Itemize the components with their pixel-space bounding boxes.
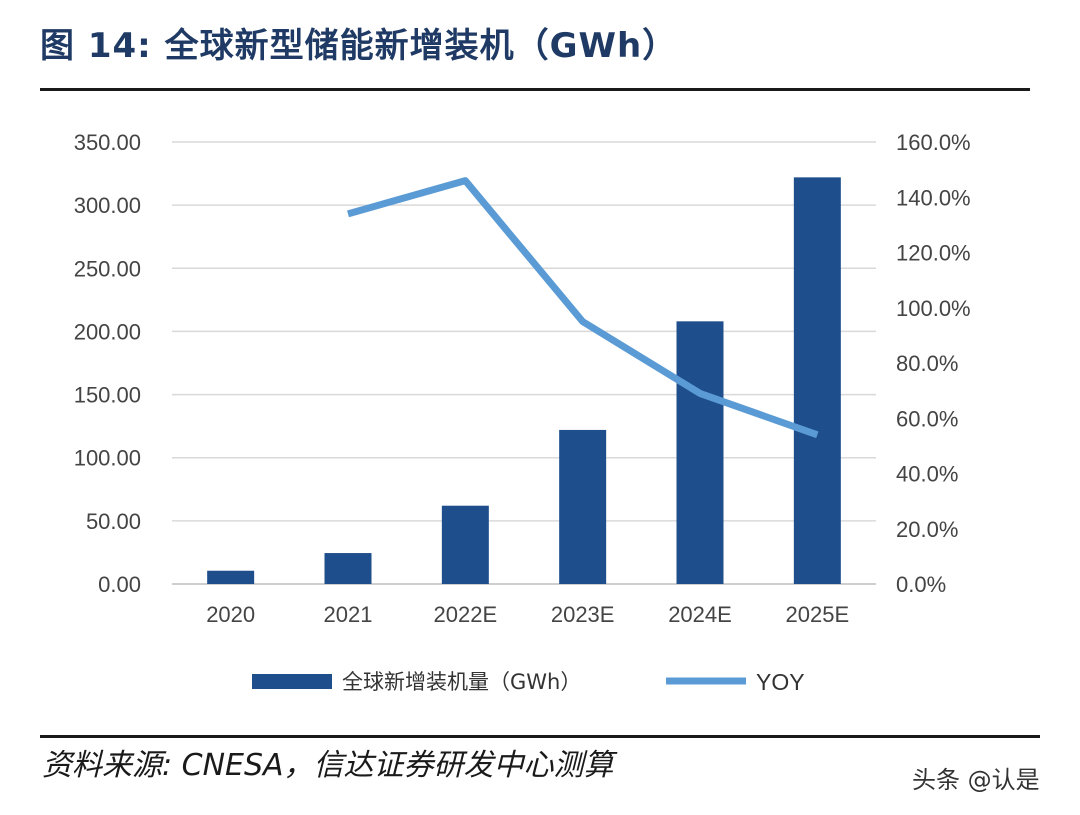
bar-2024E xyxy=(676,321,724,584)
left-axis-ticks: 0.00 50.00 100.00 150.00 200.00 250.00 300.00 3… xyxy=(74,130,141,597)
right-tick-label: 80.0% xyxy=(896,351,958,376)
watermark: 头条 @认是 xyxy=(912,766,1040,794)
category-label: 2022E xyxy=(434,602,498,627)
left-tick-label: 0.00 xyxy=(98,572,141,597)
left-tick-label: 250.00 xyxy=(74,256,141,281)
right-tick-label: 160.0% xyxy=(896,130,971,155)
bar-2025E xyxy=(793,177,841,585)
bar-2021 xyxy=(324,553,372,584)
chart-title: 图 14: 全球新型储能新增装机（GWh） xyxy=(40,26,678,66)
chart: 0.00 50.00 100.00 150.00 200.00 250.00 300.00 3… xyxy=(74,130,971,695)
right-axis-ticks: 0.0% 20.0% 40.0% 60.0% 80.0% 100.0% 120.0% 140.… xyxy=(896,130,971,597)
legend-line-label: YOY xyxy=(756,669,805,695)
left-tick-label: 300.00 xyxy=(74,193,141,218)
right-tick-label: 120.0% xyxy=(896,241,971,266)
source-note: 资料来源: CNESA，信达证券研发中心测算 xyxy=(42,748,614,783)
bar-series xyxy=(207,177,841,585)
category-label: 2024E xyxy=(668,602,732,627)
legend: 全球新增装机量（GWh） YOY xyxy=(252,669,805,695)
left-tick-label: 100.00 xyxy=(74,446,141,471)
yoy-series xyxy=(347,177,819,439)
left-tick-label: 50.00 xyxy=(86,509,141,534)
bottom-rule xyxy=(40,735,1040,738)
category-label: 2020 xyxy=(206,602,255,627)
grid-lines xyxy=(172,141,876,585)
top-rule xyxy=(40,88,1030,91)
right-tick-label: 40.0% xyxy=(896,462,958,487)
bar-2022E xyxy=(441,505,489,584)
yoy-line xyxy=(347,177,819,439)
left-tick-label: 150.00 xyxy=(74,383,141,408)
category-labels: 2020 2021 2022E 2023E 2024E 2025E xyxy=(206,602,849,627)
right-tick-label: 140.0% xyxy=(896,185,971,210)
right-tick-label: 100.0% xyxy=(896,296,971,321)
right-tick-label: 60.0% xyxy=(896,406,958,431)
left-tick-label: 200.00 xyxy=(74,319,141,344)
category-label: 2021 xyxy=(324,602,373,627)
right-tick-label: 20.0% xyxy=(896,517,958,542)
bar-2023E xyxy=(559,429,607,584)
category-label: 2023E xyxy=(551,602,615,627)
legend-bar-label: 全球新增装机量（GWh） xyxy=(342,670,581,694)
bar-2020 xyxy=(207,570,255,584)
left-tick-label: 350.00 xyxy=(74,130,141,155)
right-tick-label: 0.0% xyxy=(896,572,946,597)
legend-bar-swatch xyxy=(252,674,332,689)
category-label: 2025E xyxy=(786,602,850,627)
